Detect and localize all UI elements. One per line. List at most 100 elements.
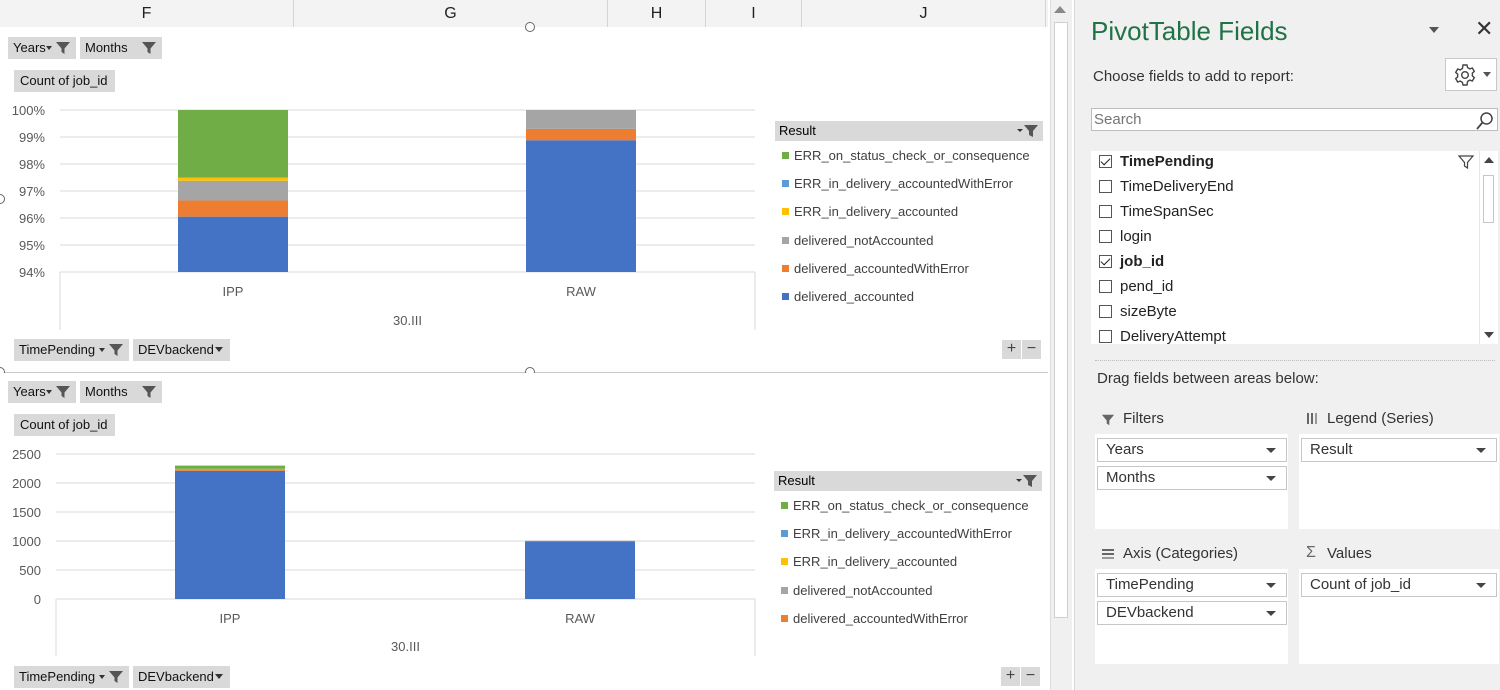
legend-swatch: [782, 264, 789, 272]
field-item[interactable]: pend_id: [1099, 278, 1173, 298]
search-icon[interactable]: [1475, 111, 1495, 131]
legend-label: ERR_in_delivery_accountedWithError: [793, 526, 1012, 542]
column-header-j[interactable]: J: [802, 0, 1046, 27]
bar-segment[interactable]: [175, 469, 285, 471]
pivot-chart-1[interactable]: Years Months Count of job_id 94% 95% 96% 97…: [0, 22, 1048, 377]
y-tick-label: 2500: [12, 447, 41, 462]
field-checkbox[interactable]: [1099, 180, 1112, 193]
expand-field-button[interactable]: +: [1001, 667, 1020, 686]
field-item[interactable]: TimeDeliveryEnd: [1099, 178, 1234, 198]
bar-segment[interactable]: [526, 128, 636, 141]
bar-segment[interactable]: [178, 200, 288, 217]
values-area[interactable]: Values Σ Count of job_id: [1299, 539, 1499, 664]
field-checkbox[interactable]: [1099, 205, 1112, 218]
column-header-i[interactable]: I: [706, 0, 802, 27]
bar-segment[interactable]: [175, 465, 285, 469]
legend-result-filter[interactable]: Result: [775, 121, 1043, 141]
field-item[interactable]: TimeSpanSec: [1099, 203, 1214, 223]
axis-devbackend-button[interactable]: DEVbackend: [133, 339, 230, 361]
filter-chip-months[interactable]: Months: [1097, 466, 1287, 490]
field-checkbox[interactable]: [1099, 255, 1112, 268]
field-item[interactable]: login: [1099, 228, 1152, 248]
tools-button[interactable]: [1445, 58, 1497, 91]
filter-months-button[interactable]: Months: [80, 381, 162, 403]
bar-segment[interactable]: [178, 216, 288, 272]
x-category-label: IPP: [220, 611, 241, 626]
filter-months-button[interactable]: Months: [80, 37, 162, 59]
scroll-down-arrow[interactable]: [1484, 332, 1494, 338]
funnel-icon: [109, 671, 123, 683]
field-label: sizeByte: [1120, 303, 1177, 320]
scroll-up-arrow[interactable]: [1484, 157, 1494, 163]
legend-chip-result[interactable]: Result: [1301, 438, 1497, 462]
axis-timepending-button[interactable]: TimePending: [14, 666, 129, 688]
field-search-box[interactable]: [1091, 108, 1498, 131]
field-list[interactable]: TimePending TimeDeliveryEnd TimeSpanSec log…: [1091, 151, 1498, 344]
filters-area[interactable]: Filters Years Months: [1095, 404, 1288, 529]
legend-result-filter[interactable]: Result: [774, 471, 1042, 491]
field-checkbox[interactable]: [1099, 230, 1112, 243]
filter-chip-years[interactable]: Years: [1097, 438, 1287, 462]
legend-swatch: [782, 293, 789, 300]
bar-segment[interactable]: [178, 177, 288, 181]
y-tick-label: 500: [19, 563, 41, 578]
bar-segment[interactable]: [175, 470, 285, 471]
axis-timepending-button[interactable]: TimePending: [14, 339, 129, 361]
resize-handle[interactable]: [525, 22, 535, 32]
bar-segment[interactable]: [526, 110, 636, 129]
collapse-field-button[interactable]: −: [1022, 340, 1041, 359]
pane-options-chevron-icon[interactable]: [1429, 27, 1439, 33]
close-icon[interactable]: ✕: [1475, 16, 1494, 41]
collapse-field-button[interactable]: −: [1021, 667, 1040, 686]
scroll-up-arrow[interactable]: [1054, 6, 1066, 13]
value-field-button[interactable]: Count of job_id: [14, 414, 115, 436]
field-list-scrollbar[interactable]: [1479, 151, 1498, 344]
sigma-icon: Σ: [1306, 544, 1316, 561]
axis-devbackend-button[interactable]: DEVbackend: [133, 666, 230, 688]
field-label: TimePending: [1120, 153, 1214, 170]
legend-area[interactable]: Legend (Series) Result: [1299, 404, 1499, 529]
field-checkbox[interactable]: [1099, 155, 1112, 168]
field-item[interactable]: job_id: [1099, 253, 1164, 273]
bar-segment[interactable]: [178, 180, 288, 201]
search-input[interactable]: [1092, 109, 1474, 129]
field-item[interactable]: DeliveryAttempt: [1099, 328, 1226, 344]
bar-segment[interactable]: [526, 140, 636, 272]
legend-label: ERR_on_status_check_or_consequence: [794, 148, 1030, 163]
scroll-thumb[interactable]: [1054, 22, 1068, 618]
y-tick-label: 96%: [19, 211, 45, 226]
column-header-f[interactable]: F: [0, 0, 294, 27]
scroll-thumb[interactable]: [1483, 175, 1494, 223]
bar-segment[interactable]: [178, 110, 288, 178]
drag-instructions: Drag fields between areas below:: [1097, 370, 1319, 387]
field-checkbox[interactable]: [1099, 330, 1112, 343]
field-checkbox[interactable]: [1099, 305, 1112, 318]
field-item[interactable]: sizeByte: [1099, 303, 1177, 323]
y-tick-label: 99%: [19, 130, 45, 145]
vertical-scrollbar[interactable]: [1050, 0, 1072, 690]
values-chip-count-job-id[interactable]: Count of job_id: [1301, 573, 1497, 597]
field-checkbox[interactable]: [1099, 280, 1112, 293]
axis-chip-timepending[interactable]: TimePending: [1097, 573, 1287, 597]
field-item[interactable]: TimePending: [1099, 153, 1214, 173]
field-label: TimeSpanSec: [1120, 203, 1214, 220]
bar-segment[interactable]: [175, 470, 285, 599]
filter-years-button[interactable]: Years: [8, 381, 76, 403]
area-title: Axis (Categories): [1095, 539, 1288, 569]
column-header-g[interactable]: G: [294, 0, 608, 27]
axis-chip-devbackend[interactable]: DEVbackend: [1097, 601, 1287, 625]
y-tick-label: 1500: [12, 505, 41, 520]
column-header-h[interactable]: H: [608, 0, 706, 27]
axis-area[interactable]: Axis (Categories) TimePending DEVbackend: [1095, 539, 1288, 664]
area-title: Filters: [1095, 404, 1288, 434]
pivot-chart-2[interactable]: Years Months Count of job_id 0 500 1000 150…: [0, 373, 1048, 690]
value-field-button[interactable]: Count of job_id: [14, 70, 115, 92]
legend-swatch: [782, 208, 789, 216]
divider: [1095, 360, 1495, 361]
expand-field-button[interactable]: +: [1002, 340, 1021, 359]
rows-icon: [1102, 549, 1114, 559]
bar-segment[interactable]: [525, 541, 635, 599]
filter-years-button[interactable]: Years: [8, 37, 76, 59]
